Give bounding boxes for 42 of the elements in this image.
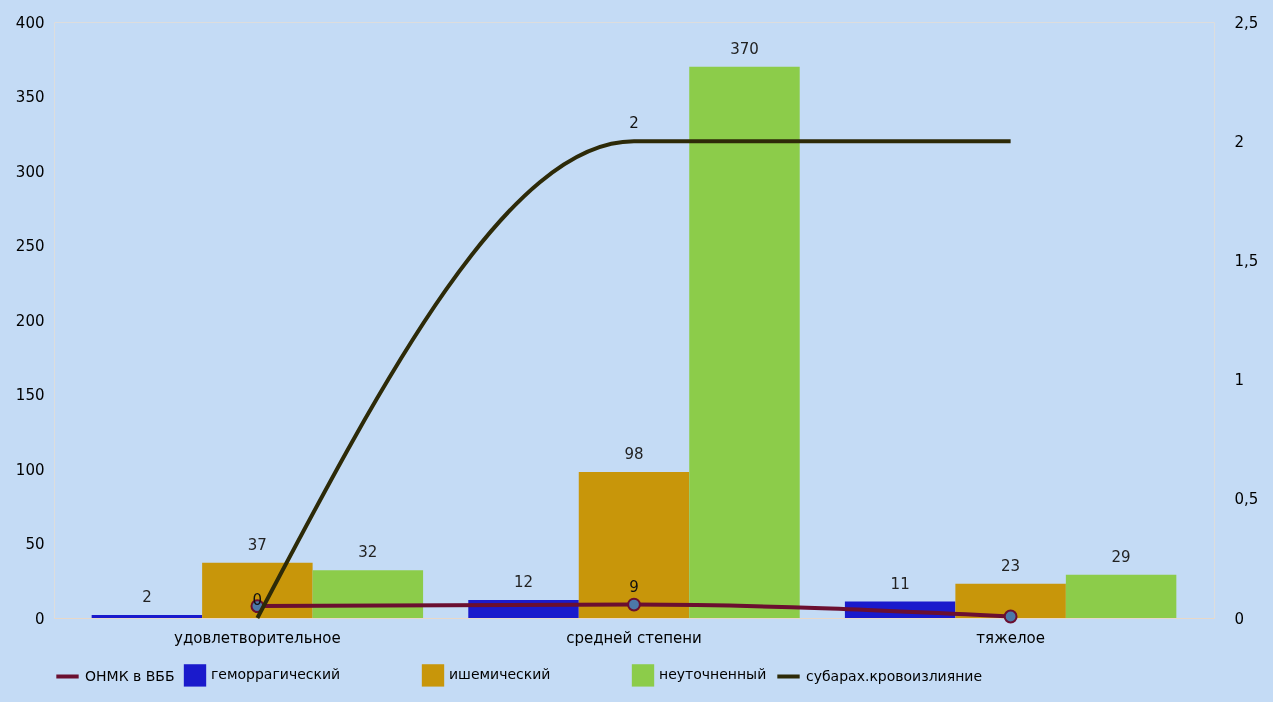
y-tick-label: 400 xyxy=(15,13,45,32)
bar xyxy=(955,583,1066,618)
bar xyxy=(91,615,203,618)
x-tick-label: средней степени xyxy=(566,628,702,647)
legend-label: ОНМК в ВББ xyxy=(85,667,175,684)
data-label: 12 xyxy=(513,573,534,592)
legend-label: субарах.кровоизлияние xyxy=(806,667,982,684)
data-label: 11 xyxy=(890,574,910,593)
y-tick-label: 50 xyxy=(25,535,45,553)
data-label: 370 xyxy=(730,39,759,58)
y-tick-label: 200 xyxy=(15,311,45,330)
data-label: 0 xyxy=(252,591,263,609)
data-label: 23 xyxy=(1001,556,1021,575)
y-tick-label: 300 xyxy=(15,162,45,181)
y2-tick-label: 0,5 xyxy=(1234,490,1259,509)
x-tick-label: удовлетворительное xyxy=(174,628,341,647)
bar xyxy=(1065,574,1177,618)
y2-tick-label: 1 xyxy=(1234,371,1245,390)
data-label: 98 xyxy=(624,444,644,463)
y2-tick-label: 2,5 xyxy=(1234,13,1259,32)
x-tick-label: тяжелое xyxy=(976,628,1045,647)
data-label: 2 xyxy=(142,588,152,607)
data-label: 2 xyxy=(629,114,639,133)
data-label: 37 xyxy=(247,535,267,554)
y2-tick-label: 2 xyxy=(1234,132,1245,151)
data-label: 9 xyxy=(629,577,639,596)
y2-tick-label: 0 xyxy=(1234,609,1245,628)
data-label: 32 xyxy=(358,543,378,562)
legend-label: ишемический xyxy=(449,666,551,683)
y2-tick-label: 1,5 xyxy=(1234,251,1259,270)
y-tick-label: 150 xyxy=(15,386,45,404)
y-tick-label: 0 xyxy=(34,609,45,628)
bar xyxy=(578,471,690,618)
legend-label: геморрагический xyxy=(211,666,341,683)
bar xyxy=(689,66,800,618)
bar xyxy=(202,562,313,618)
y-tick-label: 100 xyxy=(15,460,45,479)
bar xyxy=(312,570,424,618)
legend-label: неуточненный xyxy=(659,666,767,683)
data-label: 29 xyxy=(1111,547,1131,566)
y-tick-label: 350 xyxy=(15,88,45,106)
y-tick-label: 250 xyxy=(15,237,45,255)
